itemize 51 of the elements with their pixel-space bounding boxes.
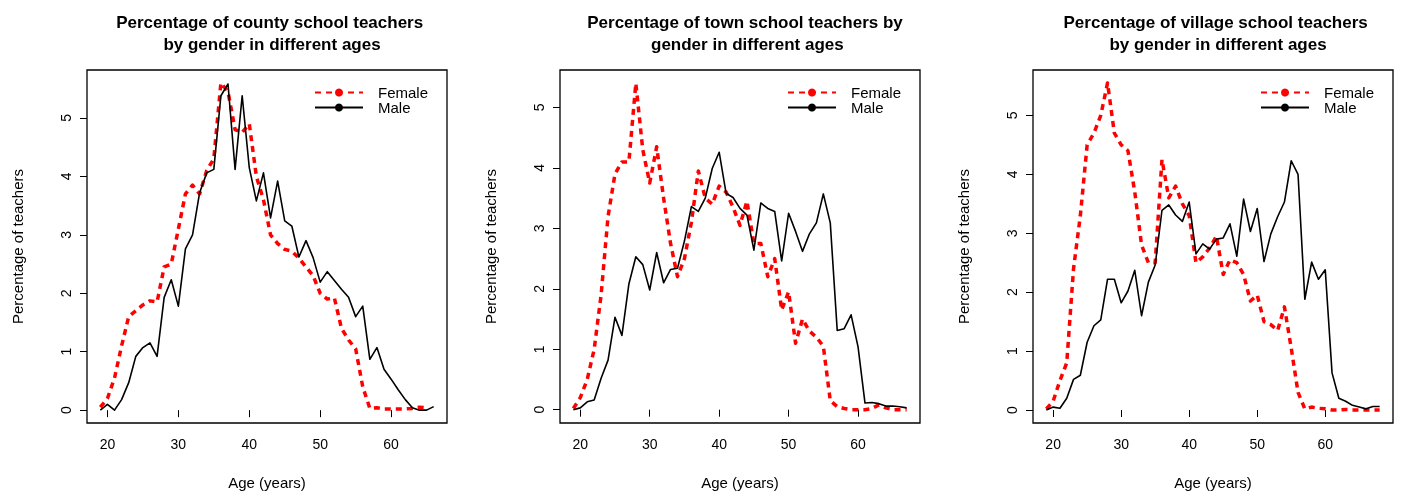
y-tick-label: 5: [58, 113, 74, 122]
y-tick-label: 0: [531, 405, 547, 414]
y-axis-title: Percentage of teachers: [955, 168, 972, 325]
y-tick-label: 4: [58, 172, 74, 181]
x-tick-label: 20: [572, 436, 589, 452]
x-tick-label: 40: [1181, 436, 1198, 452]
legend-label: Male: [850, 99, 884, 116]
y-tick-label: 1: [531, 345, 547, 354]
legend-label: Female: [377, 84, 429, 101]
chart-title: Percentage of town school teachers by gender in different ages: [587, 12, 904, 54]
y-axis-title: Percentage of teachers: [9, 168, 26, 325]
legend-label: Male: [377, 99, 411, 116]
x-tick-label: 50: [1249, 436, 1266, 452]
x-tick-label: 60: [850, 436, 867, 452]
line-series: [1045, 159, 1381, 411]
legend-label: Female: [1323, 84, 1375, 101]
y-tick-label: 3: [1004, 229, 1020, 238]
x-tick-label: 40: [711, 436, 728, 452]
x-axis-title: Age (years): [228, 474, 306, 491]
x-tick-label: 40: [241, 436, 258, 452]
legend-label: Female: [850, 84, 902, 101]
y-tick-label: 2: [531, 284, 547, 293]
x-tick-label: 50: [312, 436, 329, 452]
x-axis-title: Age (years): [1174, 474, 1252, 491]
legend-label: Male: [1323, 99, 1357, 116]
x-tick-label: 30: [641, 436, 658, 452]
y-tick-label: 4: [531, 163, 547, 172]
y-tick-label: 1: [1004, 347, 1020, 355]
y-tick-label: 3: [58, 230, 74, 239]
y-tick-label: 2: [58, 289, 74, 298]
line-series: [571, 81, 909, 412]
y-tick-label: 0: [1004, 405, 1020, 414]
x-axis-title: Age (years): [701, 474, 779, 491]
y-tick-label: 0: [58, 406, 74, 415]
x-tick-label: 30: [1113, 436, 1130, 452]
y-tick-label: 2: [1004, 288, 1020, 297]
x-tick-label: 60: [383, 436, 400, 452]
y-tick-label: 3: [531, 224, 547, 233]
y-tick-label: 5: [1004, 111, 1020, 120]
x-tick-label: 50: [780, 436, 797, 452]
line-series: [1044, 81, 1382, 412]
y-tick-label: 4: [1004, 170, 1020, 179]
x-tick-label: 20: [99, 436, 116, 452]
y-tick-label: 5: [531, 103, 547, 112]
chart-title: Percentage of county school teachers by gender in different ages: [116, 12, 428, 54]
y-axis-title: Percentage of teachers: [482, 168, 499, 325]
x-tick-label: 30: [170, 436, 187, 452]
y-tick-label: 1: [58, 347, 74, 356]
x-tick-label: 60: [1317, 436, 1334, 452]
chart-title: Percentage of village school teachers by gender in different ages: [1063, 12, 1373, 54]
x-tick-label: 20: [1045, 436, 1062, 452]
